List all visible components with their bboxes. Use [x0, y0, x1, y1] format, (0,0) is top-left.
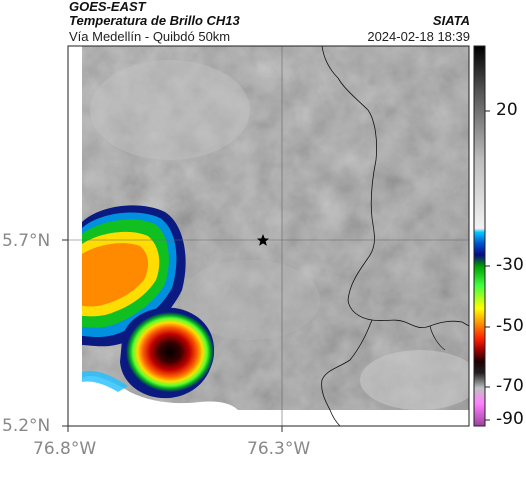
star-icon: [257, 234, 269, 246]
border-line: [321, 46, 469, 329]
border-line-south: [321, 319, 373, 426]
lon-label-76-8: 76.8°W: [33, 439, 97, 459]
satellite-name: GOES-EAST: [69, 0, 146, 14]
colorbar-tick-minus90: -90: [496, 409, 524, 429]
map-frame: [67, 45, 470, 427]
colorbar-tick-minus50: -50: [496, 316, 524, 336]
colorbar-tick-minus70: -70: [496, 376, 524, 396]
satellite-image: [68, 46, 469, 426]
convective-cell-core: [120, 307, 215, 399]
product-title: Temperatura de Brillo CH13: [69, 13, 240, 28]
convective-cell-west: [82, 205, 186, 347]
lat-label-5-2: 5.2°N: [2, 416, 51, 436]
colorbar-tick-minus30: -30: [496, 255, 524, 275]
timestamp: 2024-02-18 18:39: [367, 29, 470, 44]
lat-label-5-7: 5.7°N: [2, 231, 51, 251]
colorbar-tick-20: 20: [496, 100, 518, 120]
organization-label: SIATA: [432, 13, 470, 28]
colorbar: [473, 45, 490, 427]
lon-label-76-3: 76.3°W: [247, 439, 311, 459]
region-subtitle: Vía Medellín - Quibdó 50km: [69, 29, 231, 44]
